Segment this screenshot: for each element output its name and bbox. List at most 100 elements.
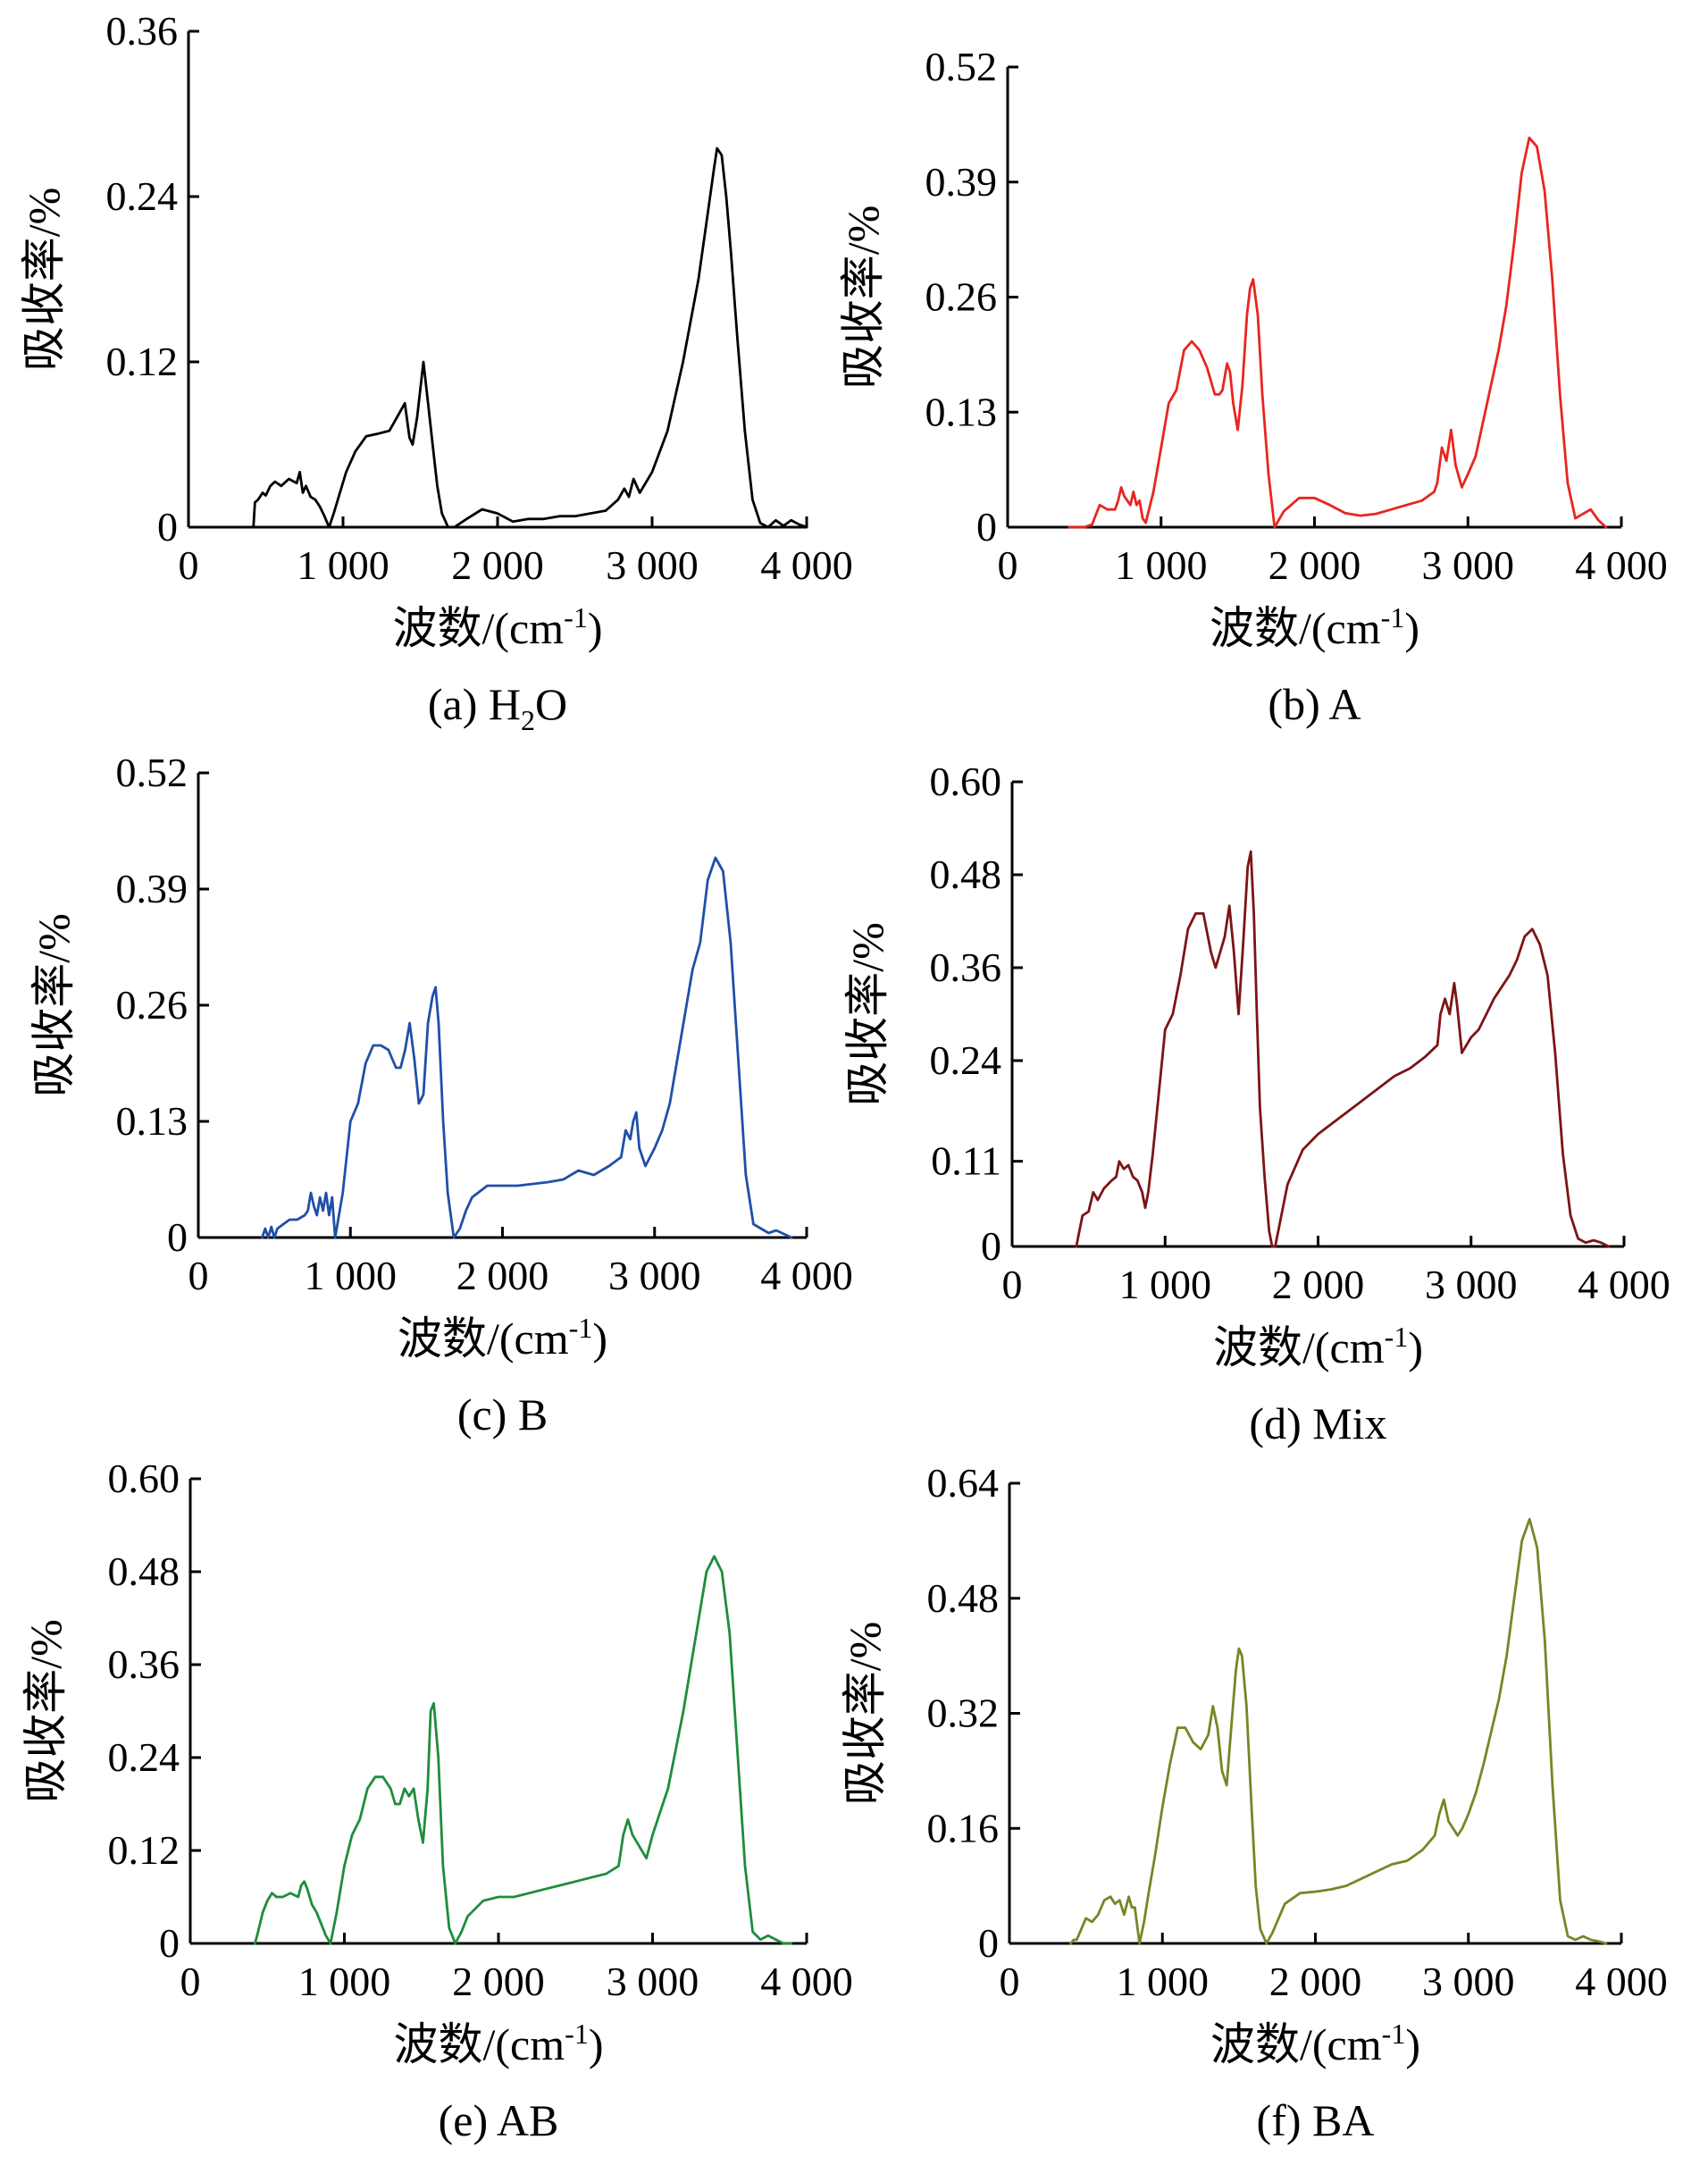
y-tick-label: 0 [978, 1920, 999, 1966]
y-tick-label: 0 [157, 504, 178, 550]
y-axis-title: 吸收率/% [21, 1619, 71, 1803]
x-axis-title: 波数/(cm-1) [1213, 1321, 1423, 1372]
y-tick-label: 0.60 [108, 1456, 180, 1501]
y-axis-title: 吸收率/% [840, 1622, 890, 1806]
caption-suffix: O [535, 679, 567, 729]
chart-panel-f: 0 0.16 0.32 0.48 0.64 0 1 000 2 000 3 000 4 000 吸收… [840, 1460, 1668, 2145]
x-axis-title-sup: -1 [1385, 1321, 1409, 1353]
x-tick-label: 4 000 [760, 1959, 853, 2004]
y-tick-label: 0 [159, 1920, 180, 1966]
chart-panel-c: 0 0.13 0.26 0.39 0.52 0 1 000 2 000 3 000 4 000 吸收… [29, 750, 853, 1439]
panel-caption: (f) BA [1257, 2095, 1375, 2145]
x-axis-title-sup: -1 [565, 2018, 589, 2050]
x-tick-label: 0 [180, 1959, 201, 2004]
caption-prefix: (c) B [457, 1389, 548, 1439]
x-tick-label: 4 000 [1575, 542, 1668, 588]
panel-caption: (d) Mix [1249, 1398, 1386, 1448]
x-tick-label: 4 000 [760, 1253, 853, 1298]
x-axis-title-sup: -1 [569, 1312, 593, 1344]
x-tick-label: 3 000 [1425, 1262, 1518, 1307]
x-axis-title: 波数/(cm-1) [394, 2018, 604, 2069]
y-tick-label: 0.64 [927, 1460, 1000, 1506]
x-axis-title: 波数/(cm-1) [398, 1312, 607, 1364]
series-line [1068, 136, 1608, 529]
caption-prefix: (b) A [1268, 679, 1361, 729]
x-tick-label: 2 000 [456, 1253, 549, 1298]
x-axis-title-main: 波数/(cm [398, 1313, 569, 1364]
x-axis-title: 波数/(cm-1) [393, 601, 603, 653]
y-tick-label: 0.12 [106, 339, 179, 384]
caption-prefix: (e) AB [439, 2095, 559, 2145]
panel-caption: (a) H2O [428, 679, 567, 736]
chart-panel-b: 0 0.13 0.26 0.39 0.52 0 1 000 2 000 3 000 4 000 吸收… [838, 44, 1668, 729]
x-axis-title-main: 波数/(cm [394, 2019, 565, 2069]
x-tick-label: 4 000 [1575, 1959, 1668, 2004]
y-tick-label: 0.24 [108, 1734, 180, 1780]
x-tick-label: 0 [1000, 1959, 1020, 2004]
y-tick-label: 0 [167, 1214, 188, 1260]
y-axis-title: 吸收率/% [19, 188, 69, 372]
x-tick-label: 0 [998, 542, 1018, 588]
x-tick-label: 3 000 [606, 542, 699, 588]
y-tick-label: 0 [976, 504, 997, 550]
y-tick-label: 0.48 [930, 852, 1002, 897]
y-tick-label: 0.52 [925, 44, 998, 89]
y-tick-label: 0.48 [927, 1575, 1000, 1621]
panel-caption: (e) AB [439, 2095, 559, 2145]
series-line [261, 856, 793, 1239]
x-tick-label: 1 000 [1119, 1262, 1212, 1307]
x-axis-title-sup: -1 [1381, 601, 1405, 634]
x-tick-label: 3 000 [1422, 542, 1515, 588]
y-axis-title: 吸收率/% [29, 913, 79, 1097]
y-tick-label: 0.26 [116, 982, 188, 1028]
y-tick-label: 0.39 [925, 159, 998, 205]
y-tick-label: 0.48 [108, 1548, 180, 1594]
x-tick-label: 2 000 [451, 542, 544, 588]
y-tick-label: 0.24 [106, 173, 179, 219]
y-tick-label: 0.24 [930, 1037, 1002, 1083]
y-tick-label: 0.39 [116, 866, 188, 911]
x-tick-label: 2 000 [1272, 1262, 1365, 1307]
x-axis-title-close: ) [589, 2019, 604, 2069]
x-axis-title: 波数/(cm-1) [1210, 601, 1419, 653]
caption-main: H [489, 679, 521, 729]
caption-prefix: (d) Mix [1249, 1398, 1386, 1448]
y-tick-label: 0.13 [925, 389, 998, 434]
x-tick-label: 1 000 [1115, 542, 1208, 588]
series-line [252, 147, 808, 529]
x-axis-title-close: ) [592, 1313, 607, 1364]
chart-panel-a: 0 0.12 0.24 0.36 0 1 000 2 000 3 000 4 000 吸收率/% 波… [19, 8, 853, 736]
y-tick-label: 0.60 [930, 759, 1002, 804]
y-tick-label: 0.36 [108, 1641, 180, 1687]
x-tick-label: 0 [179, 542, 199, 588]
caption-subscript: 2 [521, 704, 535, 736]
x-axis-title-close: ) [1404, 603, 1419, 653]
y-tick-label: 0.13 [116, 1098, 188, 1144]
y-tick-label: 0.12 [108, 1827, 180, 1873]
x-tick-label: 4 000 [760, 542, 853, 588]
x-tick-label: 4 000 [1578, 1262, 1670, 1307]
x-tick-label: 0 [1002, 1262, 1023, 1307]
x-tick-label: 0 [188, 1253, 209, 1298]
x-tick-label: 3 000 [1422, 1959, 1515, 2004]
x-axis-title-close: ) [1405, 2019, 1420, 2069]
series-line [1069, 1517, 1608, 1945]
y-axis-title: 吸收率/% [838, 206, 888, 390]
x-tick-label: 1 000 [305, 1253, 398, 1298]
series-line [253, 1555, 793, 1945]
y-tick-label: 0.11 [931, 1138, 1001, 1184]
y-tick-label: 0.26 [925, 274, 998, 320]
x-tick-label: 3 000 [608, 1253, 701, 1298]
x-axis-title-main: 波数/(cm [1213, 1322, 1385, 1372]
y-tick-label: 0.16 [927, 1805, 1000, 1850]
x-tick-label: 1 000 [297, 542, 389, 588]
y-axis-title: 吸收率/% [842, 922, 892, 1106]
x-axis-title-close: ) [588, 603, 603, 653]
caption-prefix: (f) BA [1257, 2095, 1375, 2145]
x-tick-label: 1 000 [298, 1959, 391, 2004]
y-tick-label: 0.32 [927, 1691, 1000, 1736]
y-tick-label: 0.36 [106, 8, 179, 54]
x-tick-label: 1 000 [1117, 1959, 1210, 2004]
caption-prefix: (a) [428, 679, 489, 729]
